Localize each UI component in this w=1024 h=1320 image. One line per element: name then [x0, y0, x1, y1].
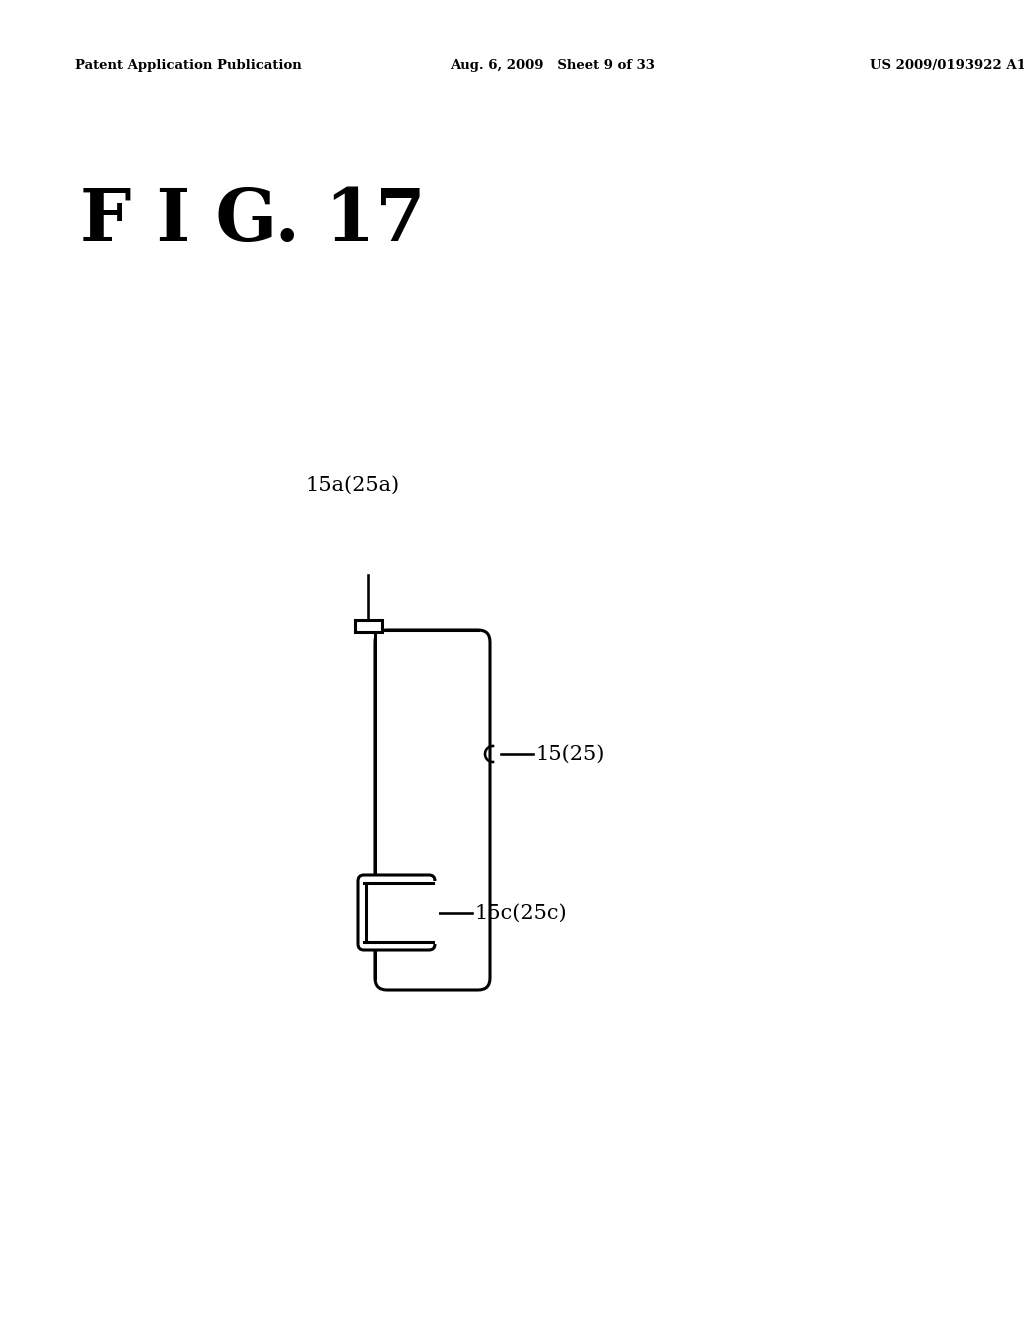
- Text: 15a(25a): 15a(25a): [305, 475, 399, 495]
- Text: 15c(25c): 15c(25c): [474, 903, 566, 923]
- Bar: [427, 880, 439, 944]
- Text: F I G. 17: F I G. 17: [80, 185, 426, 256]
- Bar: [355, 620, 382, 632]
- Text: 15(25): 15(25): [535, 744, 604, 763]
- Bar: [375, 630, 390, 645]
- Text: US 2009/0193922 A1: US 2009/0193922 A1: [870, 58, 1024, 71]
- Text: Aug. 6, 2009   Sheet 9 of 33: Aug. 6, 2009 Sheet 9 of 33: [450, 58, 655, 71]
- FancyBboxPatch shape: [358, 875, 435, 950]
- FancyBboxPatch shape: [375, 630, 490, 990]
- Text: Patent Application Publication: Patent Application Publication: [75, 58, 302, 71]
